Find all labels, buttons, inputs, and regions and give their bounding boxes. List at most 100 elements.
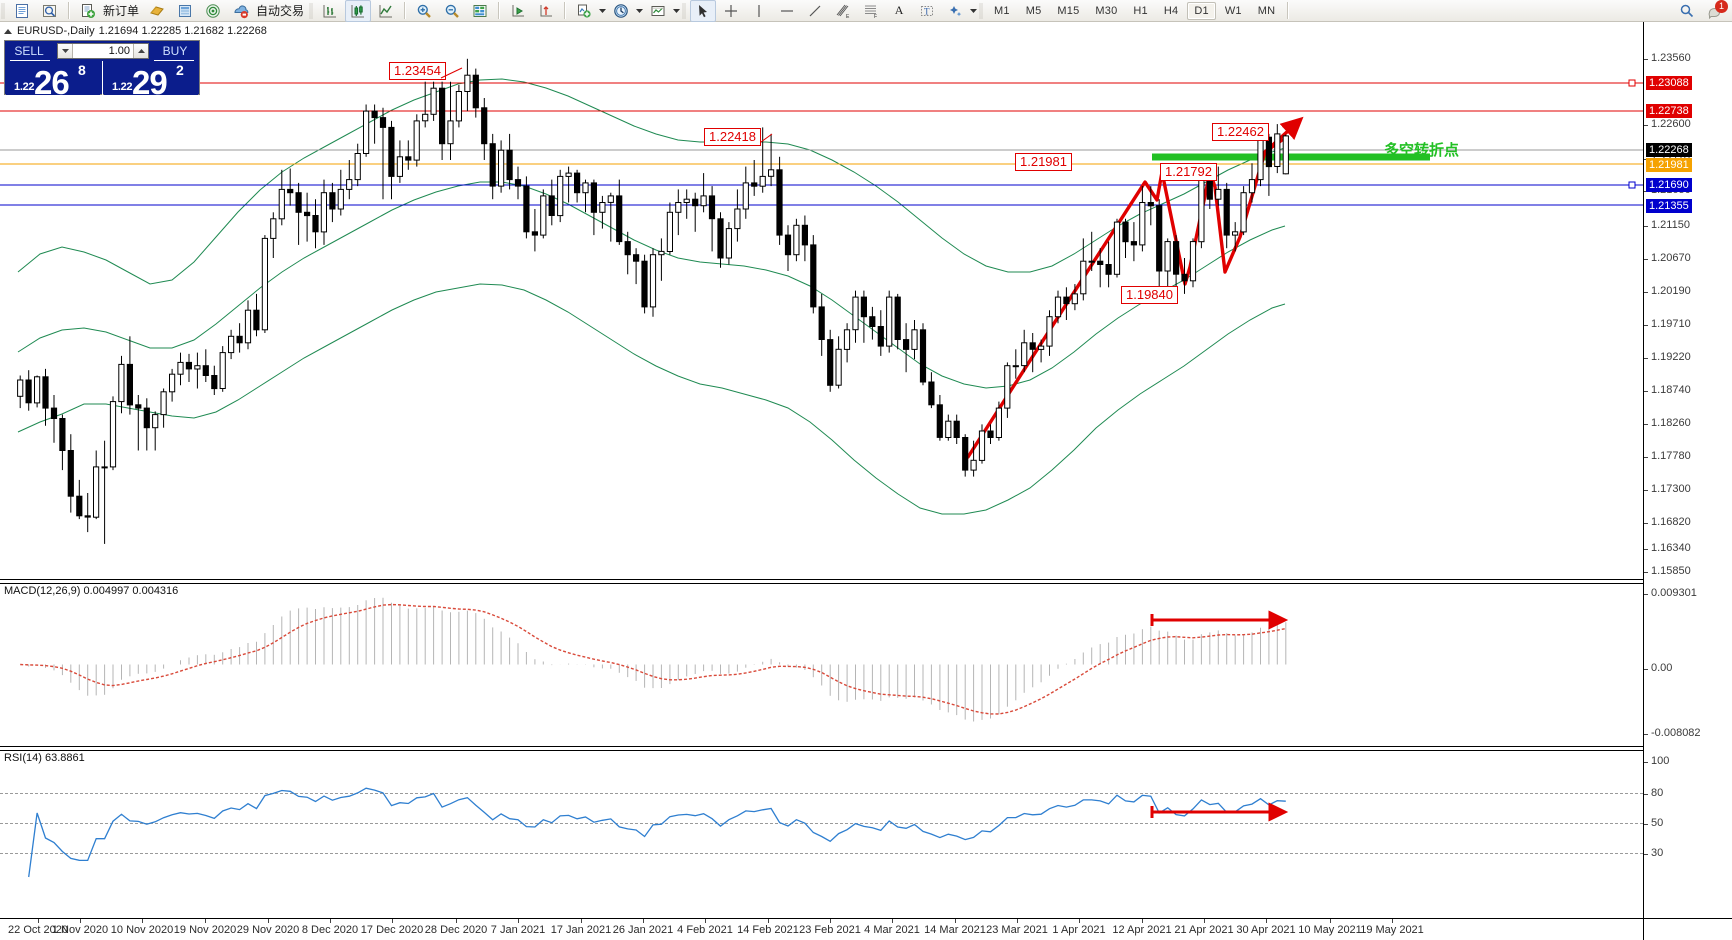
objects-icon[interactable] [942,0,968,22]
buy-price-main: 29 [132,64,168,95]
volume-increase-button[interactable] [133,44,148,58]
buy-underline [154,60,194,61]
volume-stepper[interactable]: 1.00 [57,43,149,59]
metaeditor-icon[interactable] [144,0,170,22]
one-click-trading-panel[interactable]: SELL 1.00 BUY 1 [4,40,200,95]
rsi-title: RSI(14) 63.8861 [4,752,85,764]
pane-separator-price-2 [0,583,1643,584]
toolbar-grip-2[interactable] [309,2,314,19]
annotation-label[interactable]: 1.23454 [389,62,446,80]
timeframe-m5[interactable]: M5 [1025,4,1042,17]
new-chart-icon[interactable] [9,0,35,22]
notifications-icon[interactable]: 1 [1702,0,1728,22]
new-order-label[interactable]: 新订单 [103,3,140,18]
sell-label[interactable]: SELL [14,44,44,58]
timeframe-m30[interactable]: M30 [1095,4,1118,17]
indicators-icon[interactable] [571,0,597,22]
periods-dropdown-arrow[interactable] [635,1,644,21]
price-marker-blue-2[interactable]: 1.21355 [1646,199,1692,213]
macd-tick-label: 0.009301 [1651,587,1697,599]
collapse-triangle-icon[interactable] [4,28,12,34]
price-marker-bid[interactable]: 1.22268 [1646,143,1692,157]
horizontal-line-icon[interactable] [774,0,800,22]
svg-text:T: T [924,6,930,16]
bar-chart-icon[interactable] [317,0,343,22]
templates-dropdown-arrow[interactable] [672,1,681,21]
price-axis[interactable]: 1.23560 1.22600 1.22110 1.21650 1.21150 … [1643,22,1732,940]
autotrading-label[interactable]: 自动交易 [256,3,305,18]
zoom-in-icon[interactable] [411,0,437,22]
line-chart-icon[interactable] [373,0,399,22]
svg-text:F: F [874,14,877,19]
signals-icon[interactable] [200,0,226,22]
zoom-out-icon[interactable] [439,0,465,22]
timeframe-d1[interactable]: D1 [1187,1,1216,20]
toolbar-grip[interactable] [1,2,5,19]
date-tick-label: 4 Mar 2021 [864,924,920,936]
toolbar-grip-3[interactable] [682,2,687,19]
date-tick-label: 21 Apr 2021 [1174,924,1234,936]
pane-separator-price[interactable] [0,579,1643,580]
sell-price-button[interactable]: 1.22 26 8 [6,61,100,95]
price-marker-resistance-1[interactable]: 1.23088 [1646,76,1692,90]
objects-dropdown-arrow[interactable] [969,1,978,21]
terminal-window-icon[interactable] [172,0,198,22]
timeframe-h1[interactable]: H1 [1133,4,1148,17]
annotation-label[interactable]: 1.22462 [1212,123,1269,141]
timeframe-w1[interactable]: W1 [1224,4,1242,17]
price-tick-label: 1.22600 [1651,118,1691,130]
equidistant-channel-icon[interactable]: E [830,0,856,22]
chart-autoscroll-icon[interactable] [505,0,531,22]
periods-icon[interactable] [608,0,634,22]
text-label-icon[interactable]: A [894,3,904,17]
search-icon[interactable] [1674,0,1700,22]
price-tick-label: 1.17780 [1651,450,1691,462]
fibonacci-icon[interactable]: F [858,0,884,22]
templates-icon[interactable] [645,0,671,22]
date-axis[interactable]: 22 Oct 2020 1 Nov 2020 10 Nov 2020 19 Nov 2… [0,918,1643,940]
annotation-label[interactable]: 1.21981 [1015,153,1072,171]
volume-decrease-button[interactable] [58,44,73,58]
pane-separator-macd[interactable] [0,746,1643,747]
timeframe-m15[interactable]: M15 [1057,4,1080,17]
green-annotation-text[interactable]: 多空转折点 [1384,142,1460,159]
annotation-label[interactable]: 1.21792 [1160,163,1217,181]
text-icon[interactable]: T [914,0,940,22]
chart-shift-icon[interactable] [533,0,559,22]
price-tick-label: 1.18740 [1651,384,1691,396]
symbol-header: EURUSD-,Daily 1.21694 1.22285 1.21682 1.… [4,25,267,37]
indicators-dropdown-arrow[interactable] [598,1,607,21]
vertical-line-icon[interactable] [746,0,772,22]
date-tick-label: 4 Feb 2021 [677,924,733,936]
macd-tick-label: -0.008082 [1651,727,1701,739]
timeframe-h4[interactable]: H4 [1163,4,1179,17]
annotation-label[interactable]: 1.19840 [1121,286,1178,304]
price-marker-resistance-2[interactable]: 1.22738 [1646,104,1692,118]
cursor-icon[interactable] [690,0,717,22]
new-order-icon[interactable] [75,0,101,22]
candlestick-chart-icon[interactable] [345,0,372,22]
crosshair-icon[interactable] [718,0,744,22]
price-marker-blue-1[interactable]: 1.21690 [1646,178,1692,192]
autotrading-icon[interactable] [228,0,254,22]
rsi-level-50 [0,823,1643,824]
price-tick-label: 1.19710 [1651,318,1691,330]
notification-badge: 1 [1715,0,1728,13]
toolbar-grip-4[interactable] [979,2,984,19]
symbol-name: EURUSD-,Daily [17,25,95,37]
chart-area[interactable]: EURUSD-,Daily 1.21694 1.22285 1.21682 1.… [0,22,1732,940]
buy-label[interactable]: BUY [162,44,188,58]
price-marker-orange[interactable]: 1.21981 [1646,158,1692,172]
timeframe-mn[interactable]: MN [1257,4,1276,17]
annotation-label[interactable]: 1.22418 [704,128,761,146]
timeframe-m1[interactable]: M1 [994,4,1010,17]
data-window-icon[interactable] [467,0,493,22]
volume-value[interactable]: 1.00 [108,45,130,57]
date-tick-label: 7 Jan 2021 [490,924,546,936]
trendline-icon[interactable] [802,0,828,22]
buy-price-button[interactable]: 1.22 29 2 [104,61,198,95]
chart-profiles-icon[interactable] [37,0,63,22]
rsi-tick-label: 100 [1651,755,1670,767]
toolbar-separator-3 [498,2,501,19]
